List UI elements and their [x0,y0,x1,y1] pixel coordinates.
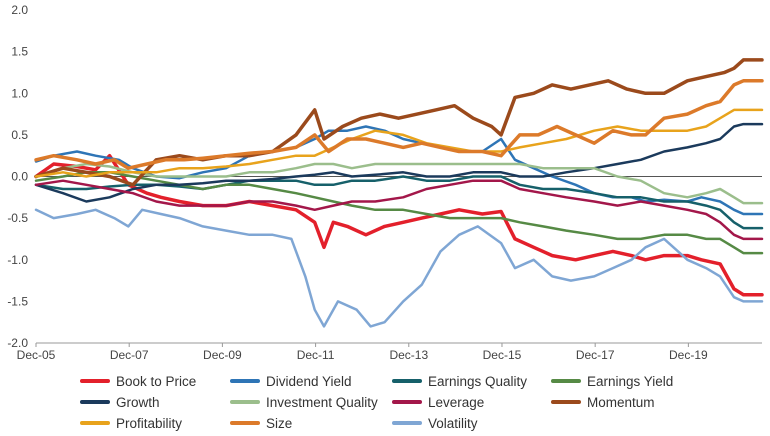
y-tick-label: 1.0 [11,86,28,100]
legend-label: Leverage [428,395,484,410]
x-tick-label: Dec-05 [17,348,56,362]
y-tick-label: -2.0 [7,336,28,350]
series-line-volatility [34,208,764,328]
legend-label: Growth [116,395,160,410]
series-line-leverage [34,179,764,241]
legend-label: Size [266,416,292,431]
series-line-growth [34,122,764,203]
legend: Book to Price Dividend Yield Earnings Qual… [80,374,673,431]
series-line-earnings-yield [34,171,764,255]
x-tick-label: Dec-13 [389,348,428,362]
legend-label: Dividend Yield [266,374,352,389]
x-axis-ticks: Dec-05 Dec-07 Dec-09 Dec-11 Dec-13 Dec-15 Dec-… [17,343,708,362]
series-line-profitability [34,108,764,178]
x-tick-label: Dec-07 [110,348,149,362]
series-line-momentum [34,58,764,187]
legend-label: Earnings Quality [428,374,527,389]
series-line-investment-quality [34,162,764,205]
series-line-book-to-price [34,153,764,297]
legend-label: Volatility [428,416,478,431]
x-tick-label: Dec-19 [669,348,708,362]
x-tick-label: Dec-11 [297,348,335,362]
y-axis-ticks: 2.0 1.5 1.0 0.5 0.0 -0.5 -1.0 -1.5 -2.0 [7,3,28,350]
legend-label: Momentum [587,395,655,410]
y-tick-label: 2.0 [11,3,28,17]
series-line-size [34,79,764,170]
legend-label: Book to Price [116,374,196,389]
y-tick-label: -1.0 [7,253,28,267]
series-lines [34,58,764,328]
y-tick-label: 0.5 [11,128,28,142]
x-tick-label: Dec-17 [576,348,615,362]
y-tick-label: -1.5 [7,294,28,308]
x-tick-label: Dec-09 [203,348,242,362]
y-tick-label: 0.0 [11,170,28,184]
y-tick-label: 1.5 [11,45,28,59]
x-tick-label: Dec-15 [483,348,522,362]
legend-label: Earnings Yield [587,374,673,389]
legend-label: Profitability [116,416,182,431]
legend-label: Investment Quality [266,395,378,410]
series-line-earnings-quality [34,175,764,230]
y-tick-label: -0.5 [7,211,28,225]
